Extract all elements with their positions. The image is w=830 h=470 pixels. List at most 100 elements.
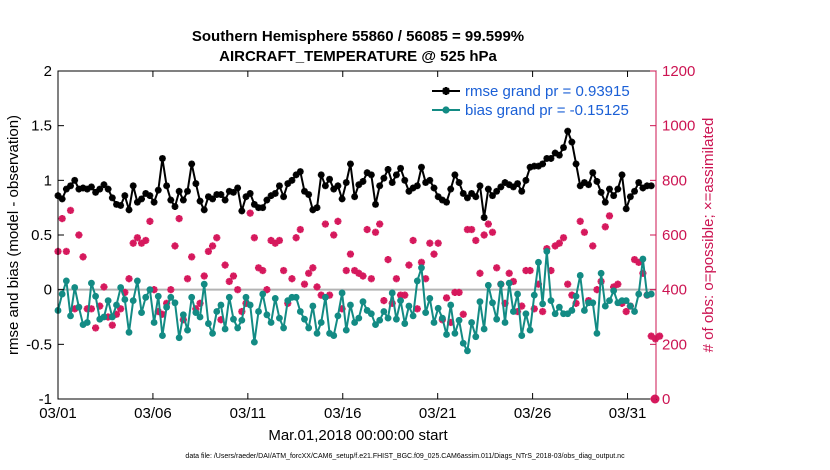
obs-count-point [380, 297, 388, 305]
rmse-point [426, 176, 434, 184]
bias-point [555, 303, 563, 311]
rmse-point [292, 171, 300, 179]
rmse-point [326, 175, 333, 183]
obs-count-point [539, 307, 547, 316]
rmse-point [217, 191, 225, 198]
obs-count-point [300, 280, 309, 288]
rmse-point [476, 182, 484, 190]
rmse-point [96, 185, 104, 193]
rmse-point [376, 182, 384, 190]
bias-point [62, 277, 70, 285]
rmse-point [179, 196, 187, 204]
obs-count-point [225, 277, 233, 286]
bias-point [209, 330, 216, 337]
bias-point [225, 293, 233, 301]
bias-point [505, 279, 513, 287]
rmse-point [200, 206, 208, 214]
rmse-point [464, 194, 471, 202]
bias-point [484, 281, 492, 289]
bias-point [472, 333, 480, 341]
bias-point [163, 303, 171, 311]
rmse-point [121, 192, 129, 200]
obs-count-point [280, 266, 288, 275]
plot-area [58, 71, 656, 399]
bias-point [88, 279, 95, 287]
bias-point [175, 334, 183, 342]
bias-point [246, 301, 254, 309]
x-tick-label: 03/26 [514, 405, 552, 422]
left-y-axis: -1 -0.5 0 0.5 1 1.5 2 [26, 63, 64, 408]
x-tick-label: 03/21 [419, 405, 457, 422]
bias-point [480, 325, 488, 333]
bias-point [192, 309, 200, 317]
obs-count-point [384, 256, 392, 264]
chart-subtitle: AIRCRAFT_TEMPERATURE @ 525 hPa [219, 48, 497, 65]
obs-count-point [392, 275, 401, 283]
rmse-point [209, 195, 216, 203]
bias-point [438, 314, 446, 322]
rmse-point [159, 155, 166, 162]
obs-count-point [259, 266, 267, 275]
bias-point [309, 302, 317, 310]
obs-count-point [576, 217, 584, 225]
rmse-point [188, 160, 196, 168]
obs-count-point [129, 239, 137, 247]
bias-point [133, 277, 141, 285]
legend-rmse-marker [442, 87, 450, 95]
legend-bias-label: bias grand pr = -0.15125 [465, 102, 629, 119]
rmse-point [100, 181, 108, 189]
obs-count-point [656, 332, 664, 340]
bias-point [117, 284, 125, 291]
rmse-point [451, 171, 459, 179]
bias-point [430, 319, 438, 326]
rmse-point [497, 183, 505, 191]
obs-count-point [175, 215, 183, 223]
obs-count-point [167, 286, 175, 294]
obs-count-point [309, 264, 317, 272]
left-y-tick-label: -0.5 [26, 336, 52, 353]
rmse-point [413, 182, 421, 190]
rmse-point [263, 196, 271, 204]
rmse-point [555, 151, 563, 159]
rmse-point [288, 176, 296, 184]
obs-count-point [321, 220, 329, 228]
rmse-point [167, 196, 175, 204]
bias-point [92, 292, 100, 300]
bias-point [422, 309, 430, 317]
bias-point [200, 280, 208, 288]
rmse-point [138, 195, 145, 203]
obs-count-point [559, 234, 568, 242]
obs-count-point [589, 242, 597, 250]
right-y-tick-label: 400 [662, 282, 687, 299]
obs-count-point [146, 217, 154, 225]
rmse-point [305, 191, 313, 198]
bias-point [539, 300, 547, 308]
bias-point [459, 339, 467, 347]
legend: rmse grand pr = 0.93915 bias grand pr = … [432, 83, 630, 119]
obs-count-point [476, 269, 484, 277]
rmse-point [117, 202, 125, 209]
rmse-point [359, 178, 367, 185]
left-y-tick-label: 0.5 [31, 227, 52, 244]
rmse-point [447, 185, 455, 193]
bias-point [129, 297, 137, 304]
obs-count-point [442, 294, 451, 302]
bias-point [635, 290, 643, 298]
bias-point [397, 297, 404, 304]
bias-point [501, 319, 509, 326]
right-y-tick-label: 1200 [662, 63, 695, 80]
rmse-point [372, 200, 379, 208]
rmse-point [568, 138, 576, 146]
bias-point [276, 314, 283, 322]
rmse-point [163, 182, 171, 190]
bias-point [179, 311, 187, 319]
bias-point [535, 258, 542, 266]
rmse-point [351, 193, 359, 201]
rmse-point [514, 180, 521, 188]
rmse-point [88, 183, 95, 191]
left-y-tick-label: 1 [44, 172, 52, 189]
obs-count-point [488, 228, 497, 236]
obs-count-point [493, 264, 501, 272]
right-y-tick-label: 800 [662, 172, 687, 189]
bias-point [351, 319, 359, 326]
